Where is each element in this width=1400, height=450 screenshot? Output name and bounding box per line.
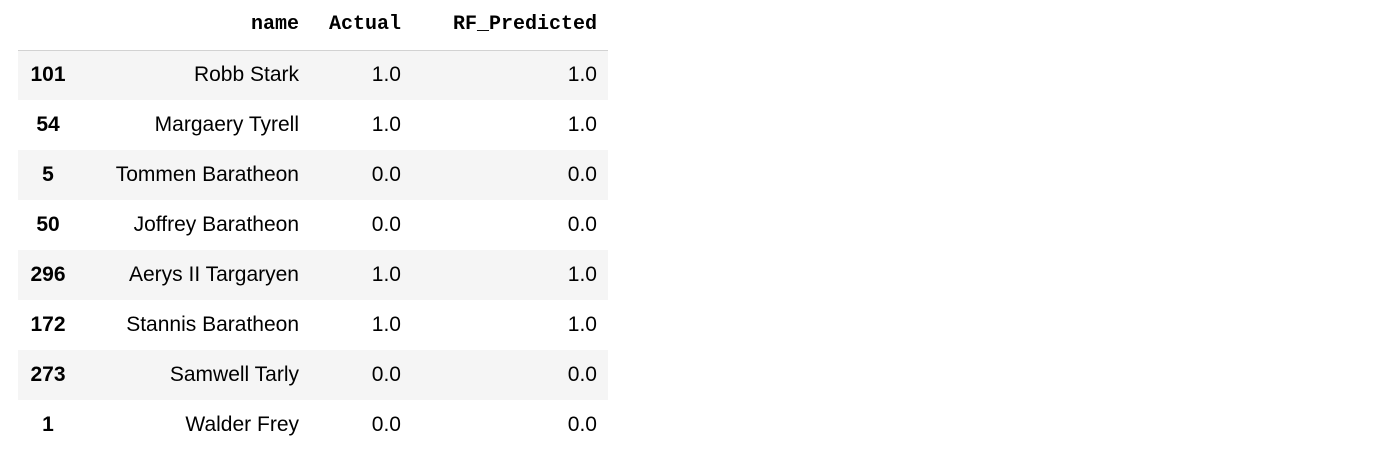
cell-actual: 1.0 bbox=[371, 313, 401, 336]
row-index: 50 bbox=[36, 213, 60, 236]
cell-actual: 1.0 bbox=[371, 63, 401, 87]
cell-rf-predicted: 0.0 bbox=[567, 363, 597, 386]
column-header-rf-predicted: RF_Predicted bbox=[412, 0, 608, 51]
cell-name: Stannis Baratheon bbox=[126, 313, 299, 336]
row-index: 296 bbox=[30, 263, 66, 286]
cell-actual: 0.0 bbox=[371, 363, 401, 386]
table-row: 101 Robb Stark 1.0 1.0 bbox=[18, 50, 608, 100]
cell-name: Samwell Tarly bbox=[169, 363, 299, 386]
dataframe-table: name Actual RF_Predicted 101 Robb Stark … bbox=[18, 0, 608, 450]
cell-name: Aerys II Targaryen bbox=[128, 263, 299, 286]
dataframe-output: name Actual RF_Predicted 101 Robb Stark … bbox=[18, 0, 608, 450]
row-index: 5 bbox=[42, 163, 54, 186]
row-index: 101 bbox=[30, 63, 66, 87]
cell-rf-predicted: 0.0 bbox=[567, 163, 597, 186]
table-row: 5 Tommen Baratheon 0.0 0.0 bbox=[18, 150, 608, 200]
table-row: 1 Walder Frey 0.0 0.0 bbox=[18, 400, 608, 450]
table-row: 273 Samwell Tarly 0.0 0.0 bbox=[18, 350, 608, 400]
table-row: 172 Stannis Baratheon 1.0 1.0 bbox=[18, 300, 608, 350]
cell-rf-predicted: 1.0 bbox=[567, 63, 597, 87]
cell-rf-predicted: 1.0 bbox=[567, 313, 597, 336]
cell-name: Margaery Tyrell bbox=[154, 113, 299, 136]
table-row: 50 Joffrey Baratheon 0.0 0.0 bbox=[18, 200, 608, 250]
cell-actual: 0.0 bbox=[371, 413, 401, 436]
column-header-name: name bbox=[78, 0, 310, 51]
cell-actual: 1.0 bbox=[371, 113, 401, 136]
row-index: 273 bbox=[30, 363, 66, 386]
cell-name: Robb Stark bbox=[193, 63, 299, 87]
table-row: 54 Margaery Tyrell 1.0 1.0 bbox=[18, 100, 608, 150]
row-index: 172 bbox=[30, 313, 66, 336]
cell-rf-predicted: 0.0 bbox=[567, 213, 597, 236]
cell-rf-predicted: 0.0 bbox=[567, 413, 597, 436]
column-header-actual: Actual bbox=[310, 0, 412, 51]
cell-rf-predicted: 1.0 bbox=[567, 113, 597, 136]
cell-name: Walder Frey bbox=[185, 413, 299, 436]
cell-actual: 0.0 bbox=[371, 213, 401, 236]
header-row: name Actual RF_Predicted bbox=[18, 0, 608, 51]
table-header: name Actual RF_Predicted bbox=[18, 0, 608, 51]
table-row: 296 Aerys II Targaryen 1.0 1.0 bbox=[18, 250, 608, 300]
cell-rf-predicted: 1.0 bbox=[567, 263, 597, 286]
cell-name: Tommen Baratheon bbox=[115, 163, 299, 186]
cell-actual: 1.0 bbox=[371, 263, 401, 286]
row-index: 1 bbox=[42, 413, 54, 436]
row-index: 54 bbox=[36, 113, 60, 136]
cell-actual: 0.0 bbox=[371, 163, 401, 186]
cell-name: Joffrey Baratheon bbox=[133, 213, 299, 236]
table-body: 101 Robb Stark 1.0 1.0 54 Margaery Tyrel… bbox=[18, 50, 608, 450]
index-header bbox=[18, 0, 78, 51]
